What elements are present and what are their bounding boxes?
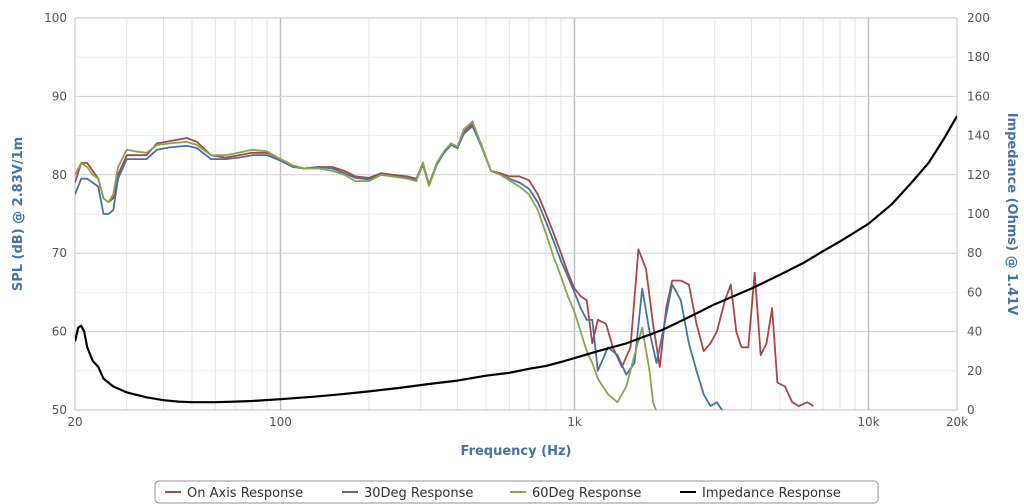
x-axis-title: Frequency (Hz) bbox=[461, 444, 572, 459]
y2-tick-label: 180 bbox=[967, 50, 990, 64]
y-tick-label: 80 bbox=[52, 168, 67, 182]
y-axis-title: SPL (dB) @ 2.83V/1m bbox=[11, 137, 26, 291]
legend-label: On Axis Response bbox=[187, 486, 303, 501]
x-tick-label: 20 bbox=[67, 415, 82, 429]
y2-tick-label: 140 bbox=[967, 129, 990, 143]
y2-tick-label: 160 bbox=[967, 89, 990, 103]
major-gridlines bbox=[74, 17, 958, 411]
legend-label: 60Deg Response bbox=[532, 486, 641, 501]
y2-axis-ticks: 0 20 40 60 80 100 120 140 160 180 200 bbox=[967, 11, 990, 417]
y2-tick-label: 100 bbox=[967, 207, 990, 221]
x-tick-label: 100 bbox=[269, 415, 292, 429]
series-line bbox=[75, 120, 657, 410]
x-tick-label: 1k bbox=[567, 415, 582, 429]
x-axis-ticks: 20 100 1k 10k 20k bbox=[67, 415, 968, 429]
y-tick-label: 100 bbox=[44, 11, 67, 25]
minor-gridlines bbox=[74, 18, 957, 410]
y2-tick-label: 120 bbox=[967, 168, 990, 182]
series-layer bbox=[75, 115, 957, 410]
series-line bbox=[75, 122, 814, 407]
y2-tick-label: 0 bbox=[967, 403, 975, 417]
y-tick-label: 90 bbox=[52, 89, 67, 103]
legend-label: Impedance Response bbox=[702, 486, 841, 501]
x-tick-label: 10k bbox=[857, 415, 879, 429]
y-tick-label: 70 bbox=[52, 246, 67, 260]
y2-tick-label: 200 bbox=[967, 11, 990, 25]
y-tick-label: 50 bbox=[52, 403, 67, 417]
plot-border bbox=[74, 17, 958, 411]
legend-label: 30Deg Response bbox=[364, 486, 473, 501]
y2-axis-title: Impedance (Ohms) @ 1.41V bbox=[1004, 113, 1019, 316]
y-axis-ticks: 50 60 70 80 90 100 bbox=[44, 11, 67, 417]
y2-tick-label: 80 bbox=[967, 246, 982, 260]
y-tick-label: 60 bbox=[52, 325, 67, 339]
y2-tick-label: 60 bbox=[967, 285, 982, 299]
x-tick-label: 20k bbox=[946, 415, 968, 429]
y2-tick-label: 20 bbox=[967, 364, 982, 378]
y2-tick-label: 40 bbox=[967, 325, 982, 339]
series-line bbox=[75, 115, 957, 404]
legend: On Axis Response 30Deg Response 60Deg Resp… bbox=[154, 480, 879, 504]
